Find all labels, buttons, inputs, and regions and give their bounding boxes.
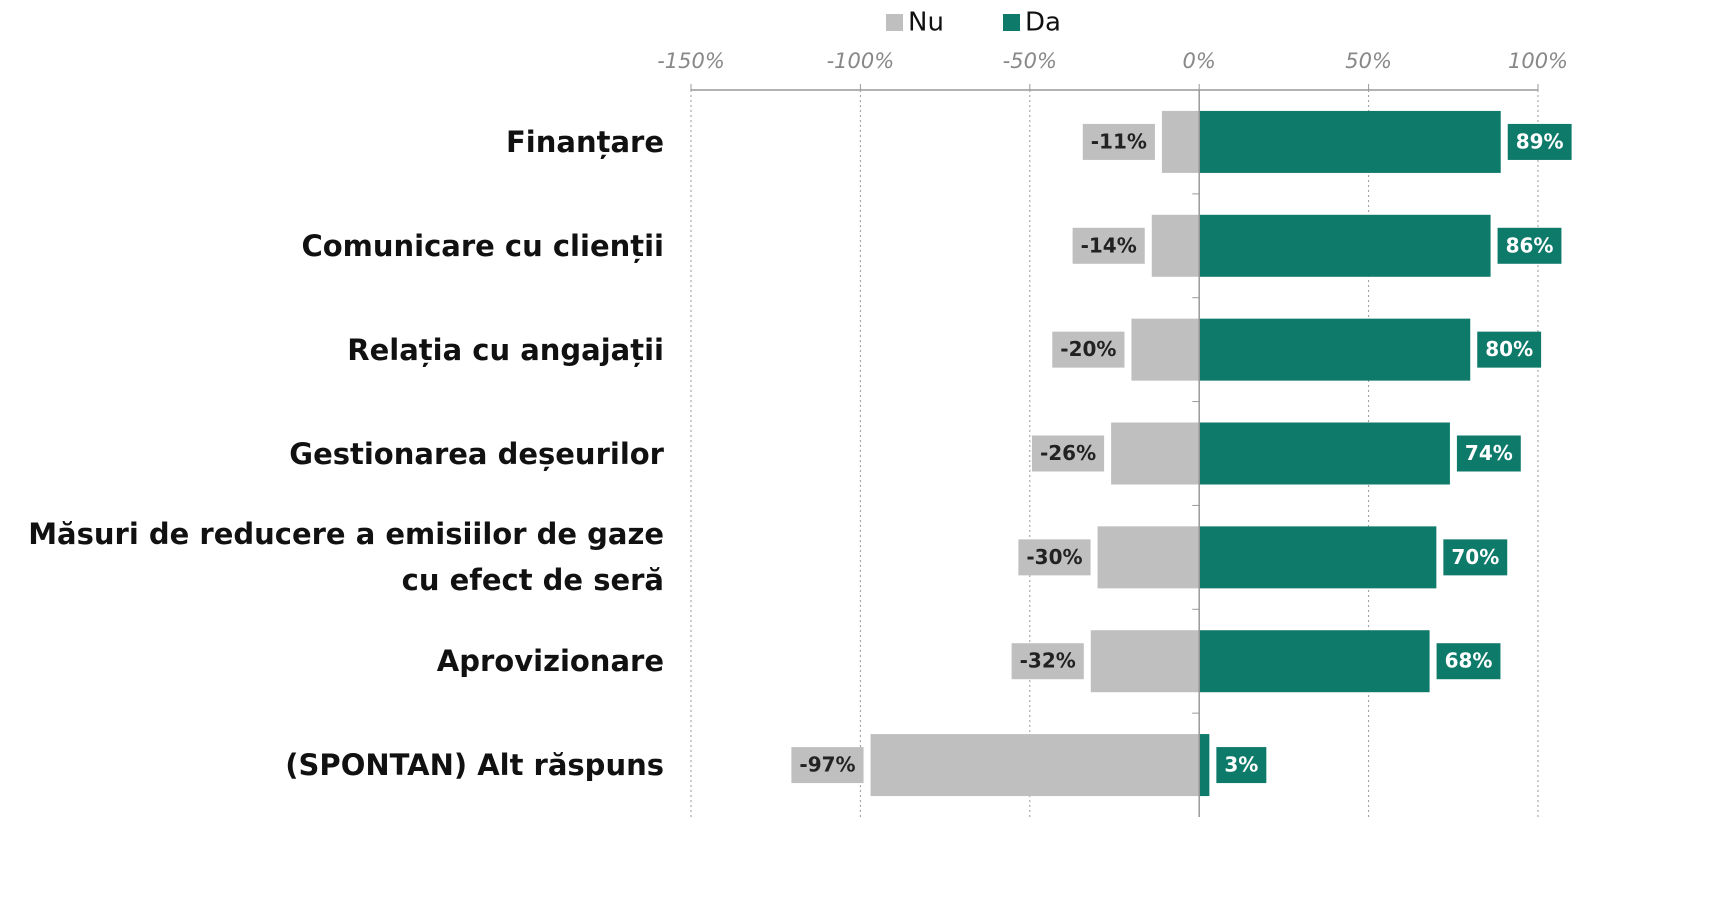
x-tick-label: -150% [657,49,725,73]
value-label: 89% [1516,129,1564,153]
bar [1151,214,1200,277]
bar [1199,214,1491,277]
legend-swatch [1003,14,1020,31]
value-label: 74% [1465,441,1513,465]
category-label: Gestionarea deșeurilor [289,436,664,471]
x-tick-label: -50% [1003,49,1057,73]
value-label: -26% [1040,441,1096,465]
value-label: 68% [1445,649,1493,673]
value-label: -97% [799,753,855,777]
value-label-box [1011,643,1084,680]
legend-swatch [886,14,903,31]
category-label: Aprovizionare [436,644,664,679]
bar [1111,422,1200,485]
value-label: 80% [1485,337,1533,361]
category-label: Comunicare cu clienții [301,228,664,263]
bar [1199,630,1430,693]
bar [870,734,1200,797]
bar [1199,734,1210,797]
x-tick-label: 100% [1508,49,1568,73]
bar [1199,526,1437,589]
value-label-box [1443,539,1508,576]
value-label-box [1507,123,1572,160]
category-label: Relația cu angajații [347,332,664,367]
bar [1090,630,1200,693]
x-tick-label: 50% [1345,49,1392,73]
value-label-box [1072,227,1145,264]
category-label: (SPONTAN) Alt răspuns [285,748,664,783]
value-label-box [1216,747,1267,784]
bar [1097,526,1200,589]
value-label: -14% [1081,233,1137,257]
value-label: 3% [1224,753,1258,777]
value-label-box [1082,123,1155,160]
bar [1199,318,1471,381]
value-label-box [1477,331,1542,368]
value-label: -11% [1091,129,1147,153]
bar [1161,110,1200,173]
category-label: Măsuri de reducere a emisiilor de gaze c… [28,517,664,598]
value-label: -30% [1026,545,1082,569]
value-label-box [1031,435,1105,472]
value-label-box [1456,435,1521,472]
value-label-box [791,747,864,784]
legend-label: Nu [908,8,944,38]
category-label: Finanțare [505,124,664,159]
value-label: 70% [1451,545,1499,569]
value-label: 86% [1506,233,1554,257]
value-label: -32% [1020,649,1076,673]
x-tick-label: 0% [1183,49,1216,73]
value-label-box [1436,643,1501,680]
bar [1199,110,1501,173]
value-label-box [1018,539,1091,576]
value-label: -20% [1060,337,1116,361]
x-tick-label: -100% [827,49,895,73]
bar [1131,318,1200,381]
legend-label: Da [1025,8,1061,38]
value-label-box [1497,227,1562,264]
value-label-box [1052,331,1125,368]
bar [1199,422,1450,485]
